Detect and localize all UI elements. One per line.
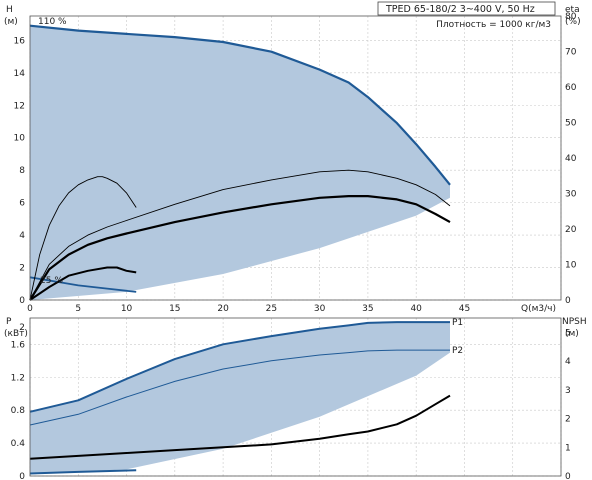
series-label-p2: P2: [452, 346, 463, 356]
top-right-tick-label: 80: [565, 12, 577, 22]
bottom-right-axis-unit: (м): [565, 329, 579, 339]
top-right-tick-label: 30: [565, 190, 577, 200]
top-right-tick-label: 10: [565, 261, 577, 271]
top-right-tick-label: 0: [565, 296, 571, 306]
bottom-left-tick-label: 1.6: [11, 340, 26, 350]
x-tick-label: 30: [314, 304, 326, 314]
annotation-25: 25 %: [40, 276, 63, 286]
top-right-tick-label: 70: [565, 48, 577, 58]
bottom-left-tick-label: 0: [19, 472, 25, 480]
bottom-operating-area-fill: [30, 322, 450, 475]
bottom-right-tick-label: 5: [565, 328, 571, 338]
bottom-right-axis-label: NPSH: [562, 317, 587, 327]
bottom-right-tick-label: 0: [565, 472, 571, 480]
bottom-chart-curves: [29, 321, 451, 475]
top-left-tick-label: 4: [19, 231, 25, 241]
x-tick-label: 45: [459, 304, 470, 314]
top-left-axis-unit: (м): [4, 17, 18, 27]
power-curve-low: [29, 469, 137, 475]
x-tick-label: 35: [362, 304, 373, 314]
top-right-tick-label: 40: [565, 154, 577, 164]
x-tick-label: 5: [75, 304, 81, 314]
head-curve-min: [29, 276, 137, 293]
top-left-tick-label: 14: [14, 69, 26, 79]
x-tick-label: 25: [266, 304, 277, 314]
bottom-right-tick-label: 3: [565, 386, 571, 396]
tick-labels: 0 5 10 15 20 25 30 35 40 450246810121416010203040…: [11, 12, 577, 480]
top-left-tick-label: 12: [14, 101, 25, 111]
top-right-axis-unit: (%): [565, 17, 581, 27]
npsh-curve: [29, 394, 451, 460]
top-left-tick-label: 10: [14, 134, 26, 144]
power-curve-p1: [29, 321, 450, 413]
bottom-operating-area: [30, 322, 450, 475]
bottom-right-tick-label: 2: [565, 415, 571, 425]
top-left-tick-label: 0: [19, 296, 25, 306]
top-right-tick-label: 50: [565, 119, 577, 129]
bottom-left-tick-label: 0.8: [11, 406, 26, 416]
chart-title: TPED 65-180/2 3~400 V, 50 Hz: [385, 4, 535, 15]
top-left-axis-label: H: [6, 5, 13, 15]
top-right-axis-label: eta: [565, 5, 580, 15]
top-left-tick-label: 8: [19, 166, 25, 176]
series-label-p1: P1: [452, 318, 463, 328]
head-curve-low: [29, 266, 137, 301]
head-curve-duty: [29, 195, 451, 301]
top-operating-area: [30, 25, 450, 300]
bottom-left-axis-label: P: [6, 317, 12, 327]
title-box: [377, 1, 556, 16]
top-right-tick-label: 60: [565, 83, 577, 93]
bottom-left-tick-label: 1.2: [11, 373, 25, 383]
bottom-chart-frame: [29, 317, 562, 477]
series-labels: P1 P2: [452, 318, 463, 356]
top-operating-area-fill: [30, 25, 450, 300]
efficiency-curve-min: [29, 176, 137, 301]
top-left-tick-label: 16: [14, 36, 26, 46]
top-chart-frame: [29, 15, 562, 301]
x-tick-label: 10: [121, 304, 133, 314]
bottom-right-tick-label: 4: [565, 357, 571, 367]
bottom-right-tick-label: 1: [565, 443, 571, 453]
x-axis-label: Q(м3/ч): [521, 304, 556, 314]
top-left-tick-label: 2: [19, 264, 25, 274]
x-tick-label: 15: [169, 304, 180, 314]
annotation-110: 110 %: [38, 17, 67, 27]
x-tick-label: 20: [217, 304, 229, 314]
top-left-tick-label: 6: [19, 199, 25, 209]
x-tick-label: 0: [27, 304, 33, 314]
head-curve-max: [29, 24, 451, 186]
bottom-left-axis-unit: (кВт): [4, 329, 28, 339]
density-note: Плотность = 1000 кг/м3: [436, 20, 551, 30]
power-curve-p2: [29, 349, 450, 426]
bottom-left-tick-label: 2: [19, 323, 25, 333]
bottom-left-tick-label: 0.4: [11, 439, 26, 449]
top-right-tick-label: 20: [565, 225, 577, 235]
top-chart-curves: [29, 24, 451, 301]
efficiency-curve-max: [29, 169, 451, 301]
x-tick-label: 40: [410, 304, 422, 314]
